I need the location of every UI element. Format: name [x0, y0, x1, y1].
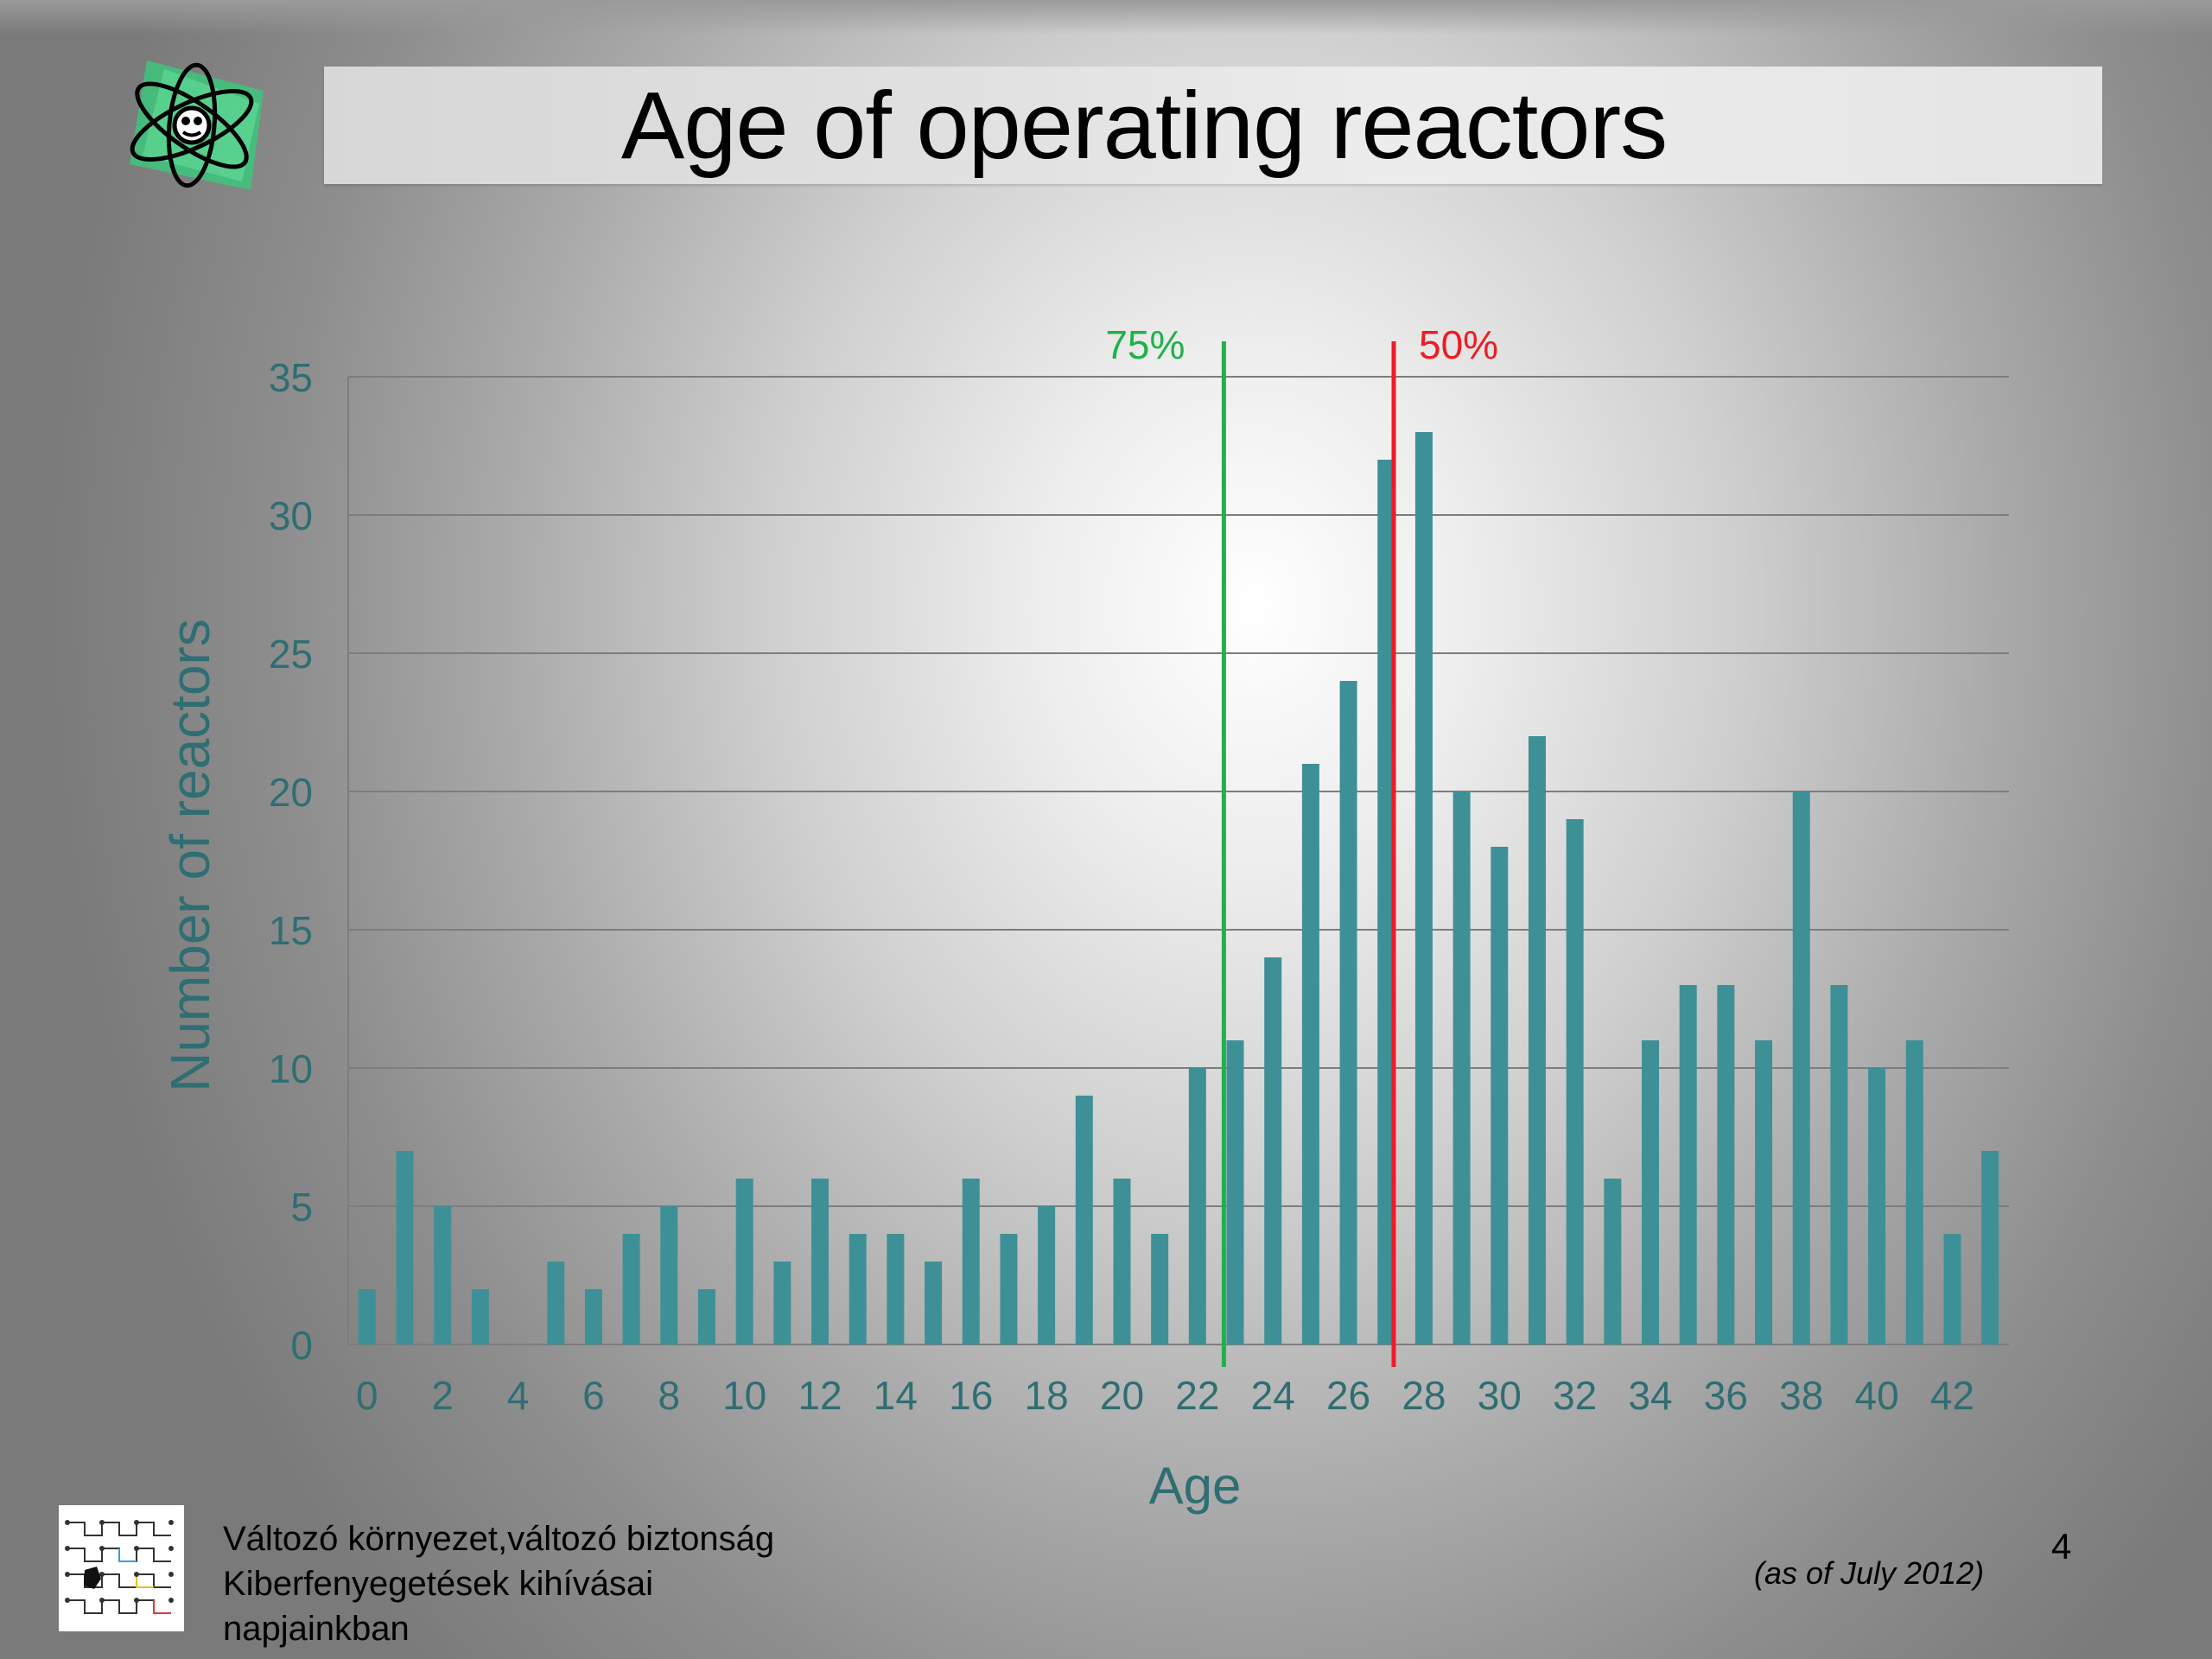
- x-tick-label: 12: [798, 1373, 842, 1418]
- x-tick-label: 0: [356, 1373, 378, 1418]
- x-axis-label: Age: [1149, 1457, 1242, 1515]
- x-tick-label: 26: [1326, 1373, 1370, 1418]
- x-tick-label: 24: [1251, 1373, 1295, 1418]
- x-tick-label: 14: [874, 1373, 918, 1418]
- x-tick-label: 18: [1025, 1373, 1069, 1418]
- bar: [1188, 1068, 1206, 1344]
- bar: [1151, 1234, 1169, 1344]
- bar: [1830, 985, 1848, 1344]
- bar: [1075, 1096, 1093, 1344]
- bar: [1981, 1151, 1999, 1344]
- bar: [1113, 1179, 1131, 1344]
- y-tick-label: 20: [269, 770, 313, 815]
- bar: [697, 1289, 715, 1344]
- x-tick-label: 36: [1704, 1373, 1748, 1418]
- reference-label: 50%: [1419, 322, 1498, 367]
- y-tick-label: 30: [269, 493, 313, 538]
- y-tick-label: 25: [269, 632, 313, 677]
- bar: [849, 1234, 867, 1344]
- x-tick-label: 8: [658, 1373, 680, 1418]
- y-tick-label: 10: [269, 1046, 313, 1091]
- bar: [925, 1262, 943, 1344]
- bar: [396, 1151, 414, 1344]
- bar: [1905, 1040, 1923, 1344]
- bar: [1868, 1068, 1886, 1344]
- bar: [584, 1289, 602, 1344]
- x-tick-label: 32: [1553, 1373, 1597, 1418]
- bar: [1226, 1040, 1244, 1344]
- y-tick-label: 5: [290, 1185, 313, 1230]
- y-tick-label: 15: [269, 908, 313, 953]
- top-band: [0, 0, 2212, 35]
- bar: [1792, 791, 1810, 1344]
- y-axis-label: Number of reactors: [159, 619, 221, 1092]
- bar: [1604, 1179, 1622, 1344]
- x-tick-label: 38: [1779, 1373, 1823, 1418]
- x-tick-label: 42: [1930, 1373, 1974, 1418]
- bar: [1452, 791, 1471, 1344]
- bar: [1755, 1040, 1773, 1344]
- bar: [811, 1179, 830, 1344]
- footer-line: Kiberfenyegetések kihívásai: [223, 1565, 654, 1603]
- x-tick-label: 34: [1628, 1373, 1672, 1418]
- bar: [1679, 985, 1697, 1344]
- footer-text: Változó környezet,változó biztonság Kibe…: [223, 1516, 880, 1651]
- network-diagram-icon: [59, 1505, 184, 1631]
- bar: [1414, 432, 1433, 1344]
- bar: [735, 1179, 753, 1344]
- x-tick-label: 16: [949, 1373, 993, 1418]
- x-tick-label: 30: [1478, 1373, 1522, 1418]
- bar: [434, 1206, 452, 1344]
- bar: [1000, 1234, 1018, 1344]
- y-tick-label: 35: [269, 355, 313, 400]
- y-tick-label: 0: [290, 1323, 313, 1368]
- footer-line: napjainkban: [223, 1610, 410, 1648]
- title-bar: Age of operating reactors: [324, 67, 2102, 184]
- x-tick-label: 6: [582, 1373, 605, 1418]
- bar: [1301, 764, 1319, 1344]
- bar: [962, 1179, 980, 1344]
- bar: [1528, 736, 1546, 1344]
- x-tick-label: 22: [1175, 1373, 1219, 1418]
- x-tick-label: 40: [1855, 1373, 1899, 1418]
- bar: [1377, 460, 1395, 1344]
- bar: [773, 1262, 791, 1344]
- x-tick-label: 2: [431, 1373, 454, 1418]
- bar: [547, 1262, 565, 1344]
- bar: [887, 1234, 905, 1344]
- x-tick-label: 28: [1402, 1373, 1446, 1418]
- slide-title: Age of operating reactors: [620, 72, 1668, 179]
- page-number: 4: [2051, 1526, 2072, 1567]
- x-tick-label: 20: [1100, 1373, 1144, 1418]
- bar: [1717, 985, 1735, 1344]
- as-of-note: (as of July 2012): [1754, 1555, 1985, 1591]
- bar: [660, 1206, 678, 1344]
- atom-logo-icon: [112, 52, 272, 194]
- x-tick-label: 10: [722, 1373, 766, 1418]
- bar: [1943, 1234, 1961, 1344]
- bar: [1491, 847, 1509, 1344]
- bar: [1264, 957, 1282, 1344]
- bar: [1038, 1206, 1056, 1344]
- bar: [1642, 1040, 1660, 1344]
- footer-line: Változó környezet,változó biztonság: [223, 1520, 775, 1558]
- bar: [622, 1234, 640, 1344]
- bar: [471, 1289, 489, 1344]
- bar: [358, 1289, 376, 1344]
- bar: [1339, 681, 1357, 1344]
- bar: [1566, 819, 1584, 1344]
- reference-label: 75%: [1105, 322, 1185, 367]
- x-tick-label: 4: [507, 1373, 530, 1418]
